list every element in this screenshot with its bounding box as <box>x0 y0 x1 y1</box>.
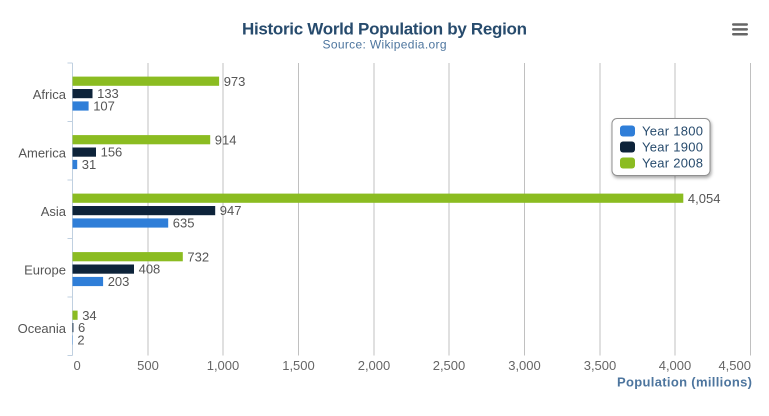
svg-text:Population (millions): Population (millions) <box>617 375 752 390</box>
svg-text:2: 2 <box>77 333 84 348</box>
svg-text:Year 1900: Year 1900 <box>642 140 703 155</box>
svg-text:973: 973 <box>224 74 246 89</box>
svg-text:1,500: 1,500 <box>282 358 315 373</box>
svg-text:0: 0 <box>74 358 81 373</box>
svg-text:107: 107 <box>93 99 115 114</box>
svg-text:Source: Wikipedia.org: Source: Wikipedia.org <box>323 38 447 52</box>
svg-text:Year 2008: Year 2008 <box>642 156 703 171</box>
svg-text:408: 408 <box>139 262 161 277</box>
svg-text:732: 732 <box>187 249 209 264</box>
svg-text:2,500: 2,500 <box>433 358 466 373</box>
svg-text:6: 6 <box>78 320 85 335</box>
svg-text:4,054: 4,054 <box>688 191 721 206</box>
svg-text:1,000: 1,000 <box>207 358 240 373</box>
svg-text:133: 133 <box>97 86 119 101</box>
svg-text:Year 1800: Year 1800 <box>642 124 703 139</box>
svg-text:34: 34 <box>82 308 96 323</box>
svg-text:3,000: 3,000 <box>508 358 541 373</box>
svg-text:Historic World Population by R: Historic World Population by Region <box>242 20 527 39</box>
svg-text:2,000: 2,000 <box>358 358 391 373</box>
svg-text:Europe: Europe <box>24 262 66 277</box>
svg-text:156: 156 <box>101 145 123 160</box>
svg-text:914: 914 <box>215 132 237 147</box>
svg-text:4,000: 4,000 <box>659 358 692 373</box>
svg-text:Oceania: Oceania <box>18 321 67 336</box>
svg-text:203: 203 <box>108 274 130 289</box>
svg-text:635: 635 <box>173 216 195 231</box>
svg-text:America: America <box>18 145 66 160</box>
svg-text:Africa: Africa <box>33 87 67 102</box>
svg-text:947: 947 <box>220 203 242 218</box>
svg-text:3,500: 3,500 <box>584 358 617 373</box>
svg-text:4,500: 4,500 <box>718 358 751 373</box>
svg-text:31: 31 <box>82 157 96 172</box>
svg-text:Asia: Asia <box>41 204 67 219</box>
svg-text:500: 500 <box>137 358 159 373</box>
